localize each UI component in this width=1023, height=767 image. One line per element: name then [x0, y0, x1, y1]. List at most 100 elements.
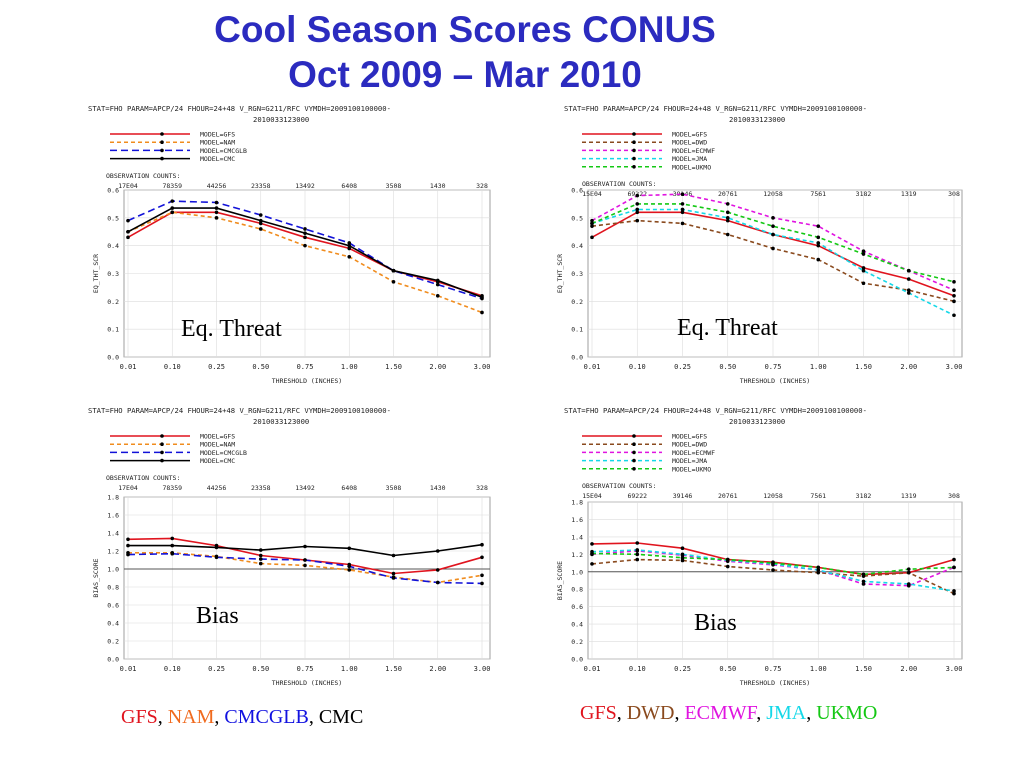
legend-marker-eq-right-2: [632, 148, 636, 153]
data-point-eq-right-0-3: [725, 218, 730, 223]
legend-label-bias-left-3: MODEL=CMC: [200, 457, 235, 465]
data-point-eq-right-2-6: [861, 249, 866, 254]
data-point-bias-right-0-2: [680, 546, 685, 551]
data-point-eq-right-0-1: [635, 210, 640, 215]
obs-count-eq-left-7: 1430: [430, 182, 446, 190]
data-point-eq-right-1-5: [816, 257, 821, 262]
legend-marker-eq-left-1: [160, 140, 164, 144]
legend-label-bias-left-1: MODEL=NAM: [200, 441, 235, 449]
caption-right-5: ,: [756, 702, 767, 724]
ytick-eq-right-0: 0.0: [571, 354, 583, 362]
xtick-bias-right-7: 2.00: [900, 665, 917, 673]
chart-svg-eq-threat-left: STAT=FHO PARAM=APCP/24 FHOUR=24+48 V_RGN…: [88, 104, 490, 385]
bias-label-left: Bias: [196, 603, 239, 629]
legend-label-eq-left-3: MODEL=CMC: [200, 155, 235, 163]
data-point-eq-right-2-3: [725, 202, 730, 206]
xtick-bias-right-1: 0.10: [629, 665, 646, 673]
legend-label-eq-left-1: MODEL=NAM: [200, 139, 235, 147]
data-point-bias-right-3-5: [816, 568, 821, 572]
data-point-bias-right-1-7: [906, 570, 911, 575]
data-point-eq-left-1-1: [170, 210, 175, 215]
ytick-eq-left-2: 0.2: [107, 298, 119, 306]
obs-count-bias-left-3: 23358: [251, 484, 271, 492]
data-point-bias-left-2-1: [170, 551, 175, 556]
data-point-eq-left-3-5: [347, 243, 352, 248]
data-point-eq-right-0-5: [816, 243, 821, 248]
ytick-eq-right-6: 0.6: [571, 187, 583, 195]
obs-label-bias-left: OBSERVATION COUNTS:: [106, 474, 180, 482]
data-point-eq-right-3-6: [861, 268, 866, 273]
data-point-bias-right-4-3: [725, 557, 730, 562]
legend-marker-eq-left-2: [160, 148, 164, 153]
data-point-eq-right-4-6: [861, 252, 866, 256]
data-point-eq-right-0-0: [590, 235, 594, 240]
data-point-bias-left-3-1: [170, 543, 175, 548]
models-caption-right: GFS, DWD, ECMWF, JMA, UKMO: [580, 702, 877, 725]
plot-frame-bias-left: [123, 496, 491, 660]
xtick-eq-right-1: 0.10: [629, 363, 646, 371]
data-point-bias-right-4-7: [906, 567, 911, 571]
chart-header-date-bias-right: 2010033123000: [729, 417, 785, 426]
ytick-eq-right-5: 0.5: [571, 214, 583, 222]
data-point-bias-left-0-6: [391, 571, 396, 576]
data-point-eq-left-2-4: [303, 227, 307, 231]
data-point-eq-right-1-8: [952, 299, 956, 304]
legend-marker-eq-right-1: [632, 140, 636, 144]
data-point-eq-left-3-4: [303, 231, 307, 235]
obs-count-bias-right-6: 3182: [856, 492, 872, 500]
ylabel-bias-left: BIAS_SCORE: [92, 558, 100, 597]
data-point-eq-right-2-0: [590, 218, 594, 223]
data-point-bias-right-4-0: [590, 551, 594, 556]
ytick-bias-right-7: 1.4: [571, 533, 583, 541]
legend-label-eq-right-2: MODEL=ECMWF: [672, 147, 715, 155]
caption-right-0: GFS: [580, 702, 617, 724]
data-point-eq-right-0-8: [952, 293, 956, 298]
chart-header-bias-left: STAT=FHO PARAM=APCP/24 FHOUR=24+48 V_RGN…: [88, 406, 391, 415]
obs-count-bias-left-1: 78359: [162, 484, 182, 492]
data-point-eq-right-2-4: [771, 216, 775, 220]
xtick-eq-left-2: 0.25: [208, 363, 225, 371]
data-point-bias-left-2-6: [391, 576, 396, 580]
data-point-bias-left-3-7: [435, 549, 440, 553]
data-point-bias-right-2-6: [861, 582, 866, 586]
ytick-bias-left-1: 0.2: [107, 638, 119, 646]
xtick-bias-right-8: 3.00: [946, 665, 963, 673]
data-point-bias-right-4-2: [680, 556, 685, 560]
data-point-eq-right-1-3: [725, 232, 730, 237]
data-point-bias-left-2-7: [435, 580, 440, 585]
ylabel-eq-left: EQ_THT_SCR: [92, 254, 100, 293]
data-point-eq-right-2-1: [635, 193, 640, 198]
data-point-bias-right-4-5: [816, 565, 821, 570]
data-point-bias-right-1-3: [725, 564, 730, 569]
legend-label-eq-right-3: MODEL=JMA: [672, 155, 707, 163]
data-point-eq-left-2-1: [170, 199, 175, 203]
legend-marker-bias-right-2: [632, 450, 636, 455]
ytick-bias-right-5: 1.0: [571, 568, 583, 576]
ytick-eq-right-2: 0.2: [571, 298, 583, 306]
data-point-eq-right-3-7: [906, 291, 911, 295]
data-point-eq-left-3-8: [480, 295, 484, 299]
data-point-bias-left-3-6: [391, 553, 396, 558]
data-point-bias-right-0-0: [590, 542, 594, 546]
data-point-eq-left-0-4: [303, 235, 307, 240]
xlabel-eq-right: THRESHOLD (INCHES): [740, 377, 810, 385]
data-point-eq-right-2-5: [816, 224, 821, 228]
data-point-bias-right-3-8: [952, 589, 956, 593]
ytick-bias-left-4: 0.8: [107, 584, 119, 592]
legend-marker-bias-left-2: [160, 450, 164, 455]
obs-count-bias-right-0: 15E04: [582, 492, 602, 500]
obs-count-eq-left-3: 23358: [251, 182, 271, 190]
data-point-bias-right-1-0: [590, 562, 594, 566]
data-point-eq-left-2-2: [214, 200, 219, 205]
ytick-bias-left-9: 1.8: [107, 494, 119, 502]
xtick-bias-right-6: 1.50: [855, 665, 872, 673]
obs-label-eq-right: OBSERVATION COUNTS:: [582, 180, 656, 188]
legend-label-bias-left-0: MODEL=GFS: [200, 433, 235, 441]
caption-left-3: ,: [214, 706, 225, 728]
xtick-bias-left-0: 0.01: [120, 665, 137, 673]
legend-marker-eq-right-3: [632, 156, 636, 161]
data-point-bias-right-3-2: [680, 552, 685, 557]
ytick-bias-right-2: 0.4: [571, 621, 583, 629]
data-point-eq-left-1-5: [347, 255, 352, 259]
ytick-eq-right-3: 0.3: [571, 270, 583, 278]
